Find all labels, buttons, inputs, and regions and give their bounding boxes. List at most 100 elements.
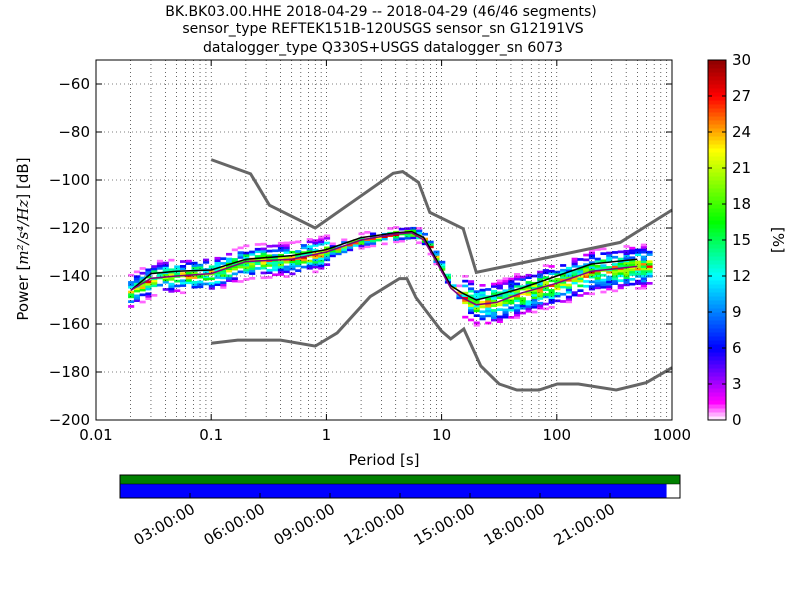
psd-cell bbox=[335, 245, 342, 248]
psd-cell bbox=[496, 301, 503, 304]
psd-cell bbox=[191, 264, 198, 267]
psd-cell bbox=[646, 262, 653, 266]
psd-cell bbox=[485, 304, 492, 308]
psd-cell bbox=[347, 241, 354, 244]
psd-cell bbox=[612, 272, 619, 276]
psd-cell bbox=[496, 291, 503, 295]
psd-cell bbox=[208, 277, 215, 281]
psd-cell bbox=[525, 307, 532, 311]
psd-cell bbox=[220, 281, 227, 284]
psd-cell bbox=[197, 275, 204, 279]
psd-cell bbox=[156, 274, 163, 277]
psd-cell bbox=[139, 286, 146, 289]
psd-cell bbox=[491, 292, 498, 295]
psd-cell bbox=[254, 247, 261, 251]
psd-cell bbox=[491, 304, 498, 307]
psd-cell bbox=[393, 238, 400, 241]
psd-cell bbox=[421, 242, 428, 246]
psd-cell bbox=[594, 267, 601, 270]
psd-cell bbox=[617, 257, 624, 261]
psd-cell bbox=[491, 309, 498, 312]
psd-cell bbox=[180, 267, 187, 271]
psd-cell bbox=[324, 258, 331, 262]
psd-cell bbox=[277, 268, 284, 271]
psd-cell bbox=[231, 248, 238, 252]
psd-cell bbox=[318, 240, 325, 244]
psd-cell bbox=[260, 247, 267, 251]
psd-cell bbox=[462, 279, 469, 283]
psd-cell bbox=[289, 255, 296, 259]
psd-cell bbox=[571, 276, 578, 280]
psd-cell bbox=[606, 275, 613, 279]
psd-cell bbox=[289, 265, 296, 268]
colorbar-band bbox=[708, 220, 726, 225]
psd-cell bbox=[283, 270, 290, 274]
colorbar-band bbox=[708, 80, 726, 85]
psd-cell bbox=[260, 242, 267, 246]
psd-cell bbox=[191, 285, 198, 289]
psd-cell bbox=[450, 284, 457, 287]
psd-cell bbox=[231, 272, 238, 276]
psd-cell bbox=[416, 231, 423, 235]
psd-cell bbox=[485, 300, 492, 303]
psd-cell bbox=[537, 304, 544, 307]
psd-cell bbox=[260, 252, 267, 256]
psd-cell bbox=[151, 265, 158, 268]
psd-cell bbox=[577, 277, 584, 280]
psd-cell bbox=[283, 246, 290, 250]
psd-cell bbox=[594, 279, 601, 282]
x-axis: 0.01 0.1 1 10 100 1000 bbox=[79, 60, 691, 444]
psd-cell bbox=[324, 236, 331, 240]
psd-cell bbox=[237, 270, 244, 274]
psd-cell bbox=[185, 276, 192, 280]
psd-cell bbox=[554, 280, 561, 283]
psd-cell bbox=[583, 268, 590, 271]
colorbar-band bbox=[708, 132, 726, 137]
psd-cell bbox=[629, 246, 636, 250]
psd-cell bbox=[277, 256, 284, 259]
psd-cell bbox=[606, 280, 613, 284]
psd-cell bbox=[214, 259, 221, 262]
psd-cell bbox=[306, 245, 313, 248]
colorbar-band bbox=[708, 172, 726, 177]
psd-cell bbox=[617, 284, 624, 287]
colorbar-band bbox=[708, 88, 726, 93]
psd-cell bbox=[623, 278, 630, 282]
psd-cell bbox=[542, 293, 549, 296]
colorbar-band bbox=[708, 112, 726, 117]
psd-cell bbox=[370, 242, 377, 245]
psd-cell bbox=[439, 263, 446, 266]
psd-cell bbox=[588, 285, 595, 288]
psd-cell bbox=[300, 258, 307, 262]
psd-cell bbox=[462, 301, 469, 305]
psd-cell bbox=[226, 269, 233, 273]
psd-cell bbox=[444, 273, 451, 277]
psd-cell bbox=[203, 270, 210, 274]
psd-cell bbox=[139, 276, 146, 280]
psd-cell bbox=[226, 276, 233, 280]
psd-cell bbox=[537, 306, 544, 310]
psd-cell bbox=[272, 268, 279, 272]
psd-cell bbox=[237, 251, 244, 254]
psd-cell bbox=[554, 282, 561, 286]
psd-cell bbox=[508, 284, 515, 288]
psd-cell bbox=[220, 286, 227, 289]
psd-cell bbox=[468, 318, 475, 322]
psd-cell bbox=[548, 296, 555, 299]
psd-cell bbox=[226, 260, 233, 263]
psd-cell bbox=[410, 229, 417, 232]
psd-cell bbox=[168, 258, 175, 262]
psd-cell bbox=[531, 301, 538, 304]
psd-cell bbox=[514, 273, 521, 276]
psd-cell bbox=[640, 284, 647, 288]
psd-cell bbox=[594, 276, 601, 280]
psd-cell bbox=[473, 304, 480, 308]
psd-cell bbox=[289, 260, 296, 264]
psd-cell bbox=[433, 262, 440, 266]
psd-cell bbox=[398, 239, 405, 243]
psd-cell bbox=[139, 283, 146, 287]
psd-cell bbox=[381, 237, 388, 241]
psd-cell bbox=[203, 277, 210, 281]
psd-cell bbox=[277, 246, 284, 250]
psd-cell bbox=[502, 279, 509, 283]
